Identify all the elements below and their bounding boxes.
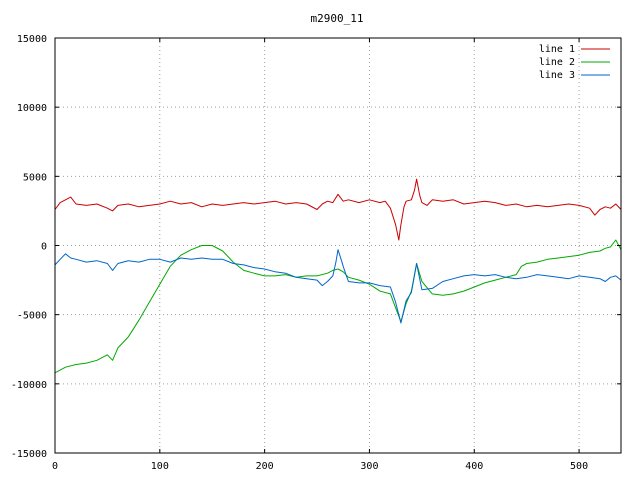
- ticks: 0 100 200 300 400 500 -15000 -10000 -5000 0 5000 10…: [11, 34, 621, 472]
- y-tick-label: -5000: [17, 311, 47, 322]
- legend-label-3: line 3: [539, 70, 575, 81]
- legend-label-1: line 1: [539, 44, 575, 55]
- y-tick-label: 15000: [17, 34, 47, 45]
- y-tick-label: 10000: [17, 103, 47, 114]
- x-tick-label: 0: [52, 461, 58, 472]
- y-tick-label: -15000: [11, 449, 47, 460]
- x-tick-label: 100: [151, 461, 169, 472]
- chart-title: m2900_11: [311, 12, 364, 25]
- x-tick-label: 500: [570, 461, 588, 472]
- series-group: [54, 178, 622, 374]
- series-line-1: [54, 178, 622, 241]
- x-tick-label: 200: [256, 461, 274, 472]
- legend-label-2: line 2: [539, 57, 575, 68]
- legend: line 1 line 2 line 3: [539, 44, 610, 81]
- series-line-2: [54, 239, 622, 374]
- y-tick-label: -10000: [11, 380, 47, 391]
- x-tick-label: 400: [465, 461, 483, 472]
- y-tick-label: 0: [41, 242, 47, 253]
- series-line-3: [54, 249, 622, 324]
- y-tick-label: 5000: [23, 172, 47, 183]
- x-tick-label: 300: [360, 461, 378, 472]
